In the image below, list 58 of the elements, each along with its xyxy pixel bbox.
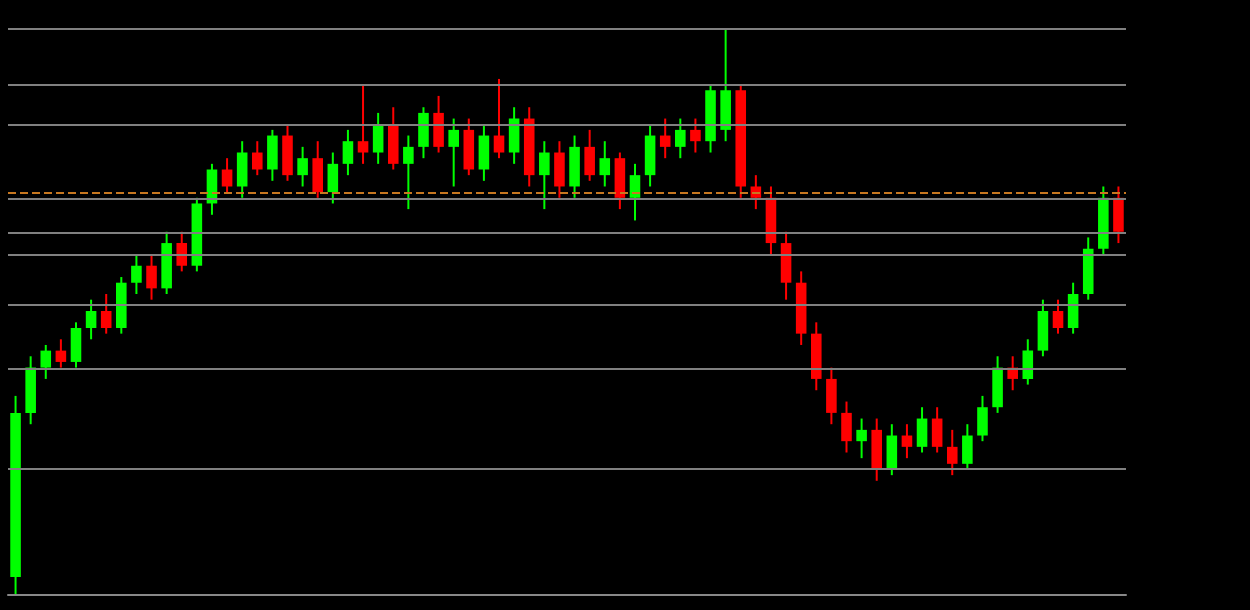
candlestick [690, 117, 701, 154]
candlestick [1082, 236, 1094, 301]
candlestick [811, 321, 822, 392]
candlestick [901, 423, 913, 460]
candlestick [342, 128, 354, 177]
candlestick [1113, 185, 1124, 245]
candlestick [871, 417, 882, 482]
candlestick [780, 230, 792, 301]
candlestick [614, 151, 626, 211]
candlestick [644, 123, 656, 188]
candlestick [478, 123, 490, 182]
candlestick [675, 117, 686, 160]
candlestick [55, 338, 67, 369]
candlestick [931, 406, 943, 454]
candlestick [977, 394, 988, 443]
candlestick [282, 123, 293, 182]
candlestick [493, 77, 505, 160]
candlestick [569, 134, 580, 199]
candlestick [372, 111, 384, 165]
candlestick [629, 162, 641, 222]
candlestick [448, 117, 459, 188]
candlestick [176, 230, 188, 273]
candlestick [539, 140, 550, 211]
candlestick [946, 428, 958, 477]
candlestick [161, 230, 172, 296]
candlestick [1052, 298, 1064, 335]
candlestick [100, 293, 112, 335]
candlestick [387, 106, 399, 171]
candlestick [841, 400, 852, 454]
candlestick [403, 134, 414, 211]
candlestick [599, 140, 611, 188]
candlestick [116, 276, 127, 335]
candlestick [70, 321, 82, 369]
candlestick [267, 128, 278, 182]
candlestick [131, 253, 142, 296]
candlestick [554, 140, 565, 199]
candlestick [992, 355, 1003, 414]
candlestick [252, 140, 263, 177]
candlestick [327, 151, 339, 205]
candlestick [357, 83, 369, 165]
candlestick [856, 417, 867, 460]
candlestick [720, 27, 731, 143]
candlestick [236, 140, 248, 199]
candlestick [584, 128, 595, 182]
candlestick [463, 117, 475, 177]
candlestick [25, 355, 36, 426]
candlestick [418, 106, 429, 160]
candlestick [146, 253, 157, 301]
candlestick [916, 406, 928, 454]
candlestick [297, 145, 308, 188]
candlestick [826, 366, 837, 426]
candlestick [659, 117, 671, 160]
candlestick [433, 94, 444, 154]
candlestick [85, 298, 97, 341]
candlestick [1037, 298, 1049, 358]
candlestick [40, 343, 52, 380]
candlestick [312, 140, 323, 199]
candlestick [962, 423, 973, 471]
